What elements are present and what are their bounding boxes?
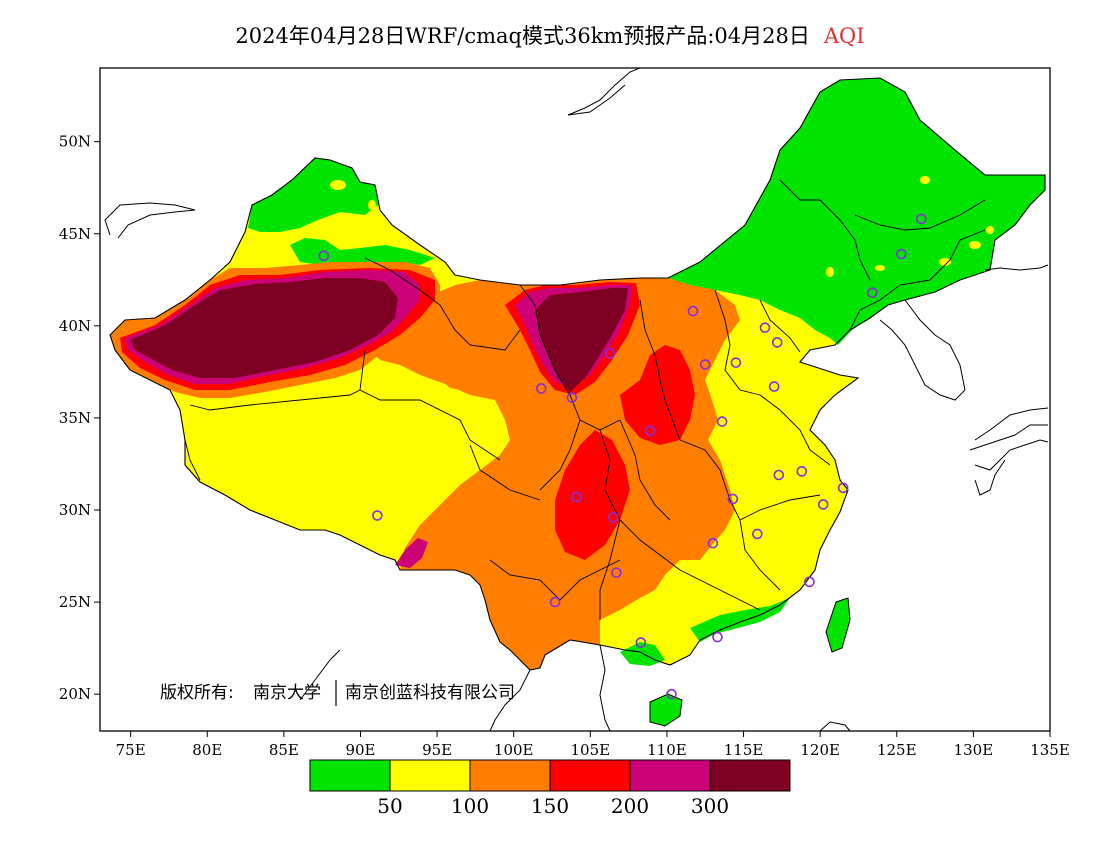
legend-label: 150	[531, 794, 569, 818]
station-marker	[727, 493, 739, 505]
legend-swatch	[629, 759, 711, 792]
station-marker	[699, 359, 711, 370]
map-frame	[99, 67, 1051, 732]
legend-swatch	[469, 759, 551, 792]
lon-tick-label: 90E	[345, 741, 375, 759]
aqi-zone-darkred-alxa	[535, 288, 628, 392]
monitoring-stations	[318, 213, 927, 700]
station-marker	[759, 322, 771, 333]
station-marker	[866, 287, 878, 298]
station-marker	[768, 381, 780, 392]
station-marker	[896, 248, 907, 260]
china-outline	[109, 77, 1046, 671]
station-marker	[730, 357, 742, 368]
aqi-zone-green-guangxi	[620, 642, 665, 666]
lon-tick-label: 110E	[647, 741, 687, 759]
latitude-axis: 20N 25N 30N 35N 40N 45N 50N	[59, 133, 100, 703]
station-marker	[707, 537, 719, 549]
copyright: 版权所有: 南京大学 南京创蓝科技有限公司	[160, 680, 515, 706]
lon-tick-label: 95E	[422, 741, 452, 759]
station-marker	[771, 337, 783, 348]
station-marker	[535, 383, 547, 394]
lon-tick-label: 100E	[494, 741, 534, 759]
lat-tick-label: 45N	[59, 225, 91, 243]
legend-label: 300	[691, 794, 729, 818]
lat-tick-label: 20N	[59, 685, 91, 703]
lon-tick-label: 120E	[800, 741, 840, 759]
lon-tick-label: 135E	[1030, 741, 1070, 759]
station-marker	[716, 416, 728, 427]
legend-swatch	[389, 759, 471, 792]
station-marker	[608, 512, 619, 523]
station-marker	[837, 482, 849, 494]
lon-tick-label: 115E	[724, 741, 764, 759]
lat-tick-label: 30N	[59, 501, 91, 519]
lat-tick-label: 35N	[59, 409, 91, 427]
legend-swatch	[709, 759, 791, 792]
aqi-zone-green-taiwan	[826, 598, 850, 652]
map-content	[110, 78, 1045, 726]
aqi-zone-green-hainan	[650, 694, 682, 726]
station-marker	[566, 392, 578, 403]
station-marker	[773, 469, 785, 481]
lat-tick-label: 25N	[59, 593, 91, 611]
station-marker	[571, 491, 582, 503]
legend-label: 50	[377, 794, 402, 818]
aqi-zone-green-northwest	[248, 158, 378, 232]
copyright-prefix: 版权所有:	[160, 683, 234, 703]
legend-swatch	[309, 759, 391, 792]
station-marker	[712, 631, 723, 643]
lon-tick-label: 105E	[571, 741, 611, 759]
copyright-org1: 南京大学	[253, 683, 321, 703]
aqi-zone-red-shanxi	[620, 345, 695, 445]
station-marker	[666, 688, 677, 700]
legend-swatch	[549, 759, 631, 792]
province-boundaries	[184, 179, 986, 620]
station-marker	[915, 213, 927, 225]
legend-label: 200	[611, 794, 649, 818]
station-marker	[817, 499, 829, 510]
aqi-legend: 50 100 150 200 300	[309, 759, 791, 818]
map-title: 2024年04月28日WRF/cmaq模式36km预报产品:04月28日 AQI	[0, 20, 1100, 50]
hainan-outline	[649, 693, 683, 727]
lon-tick-label: 80E	[192, 741, 222, 759]
aqi-zone-green-northeast	[668, 78, 1045, 345]
station-marker	[372, 510, 383, 521]
station-marker	[644, 425, 656, 437]
station-marker	[804, 576, 815, 588]
lon-tick-label: 130E	[954, 741, 994, 759]
lat-tick-label: 50N	[59, 133, 91, 151]
neighbor-coastlines	[104, 67, 1049, 732]
aqi-spots-yellow	[330, 176, 994, 277]
lon-tick-label: 75E	[116, 741, 146, 759]
aqi-zone-magenta-tibet	[395, 538, 428, 568]
aqi-zone-orange-qinghai	[425, 340, 505, 395]
station-marker	[752, 528, 763, 540]
station-marker	[687, 305, 699, 317]
station-marker	[604, 348, 616, 359]
title-text: 2024年04月28日WRF/cmaq模式36km预报产品:04月28日	[235, 24, 810, 48]
aqi-zone-green-guangdong	[690, 598, 790, 642]
legend-label: 100	[451, 794, 489, 818]
lat-tick-label: 40N	[59, 317, 91, 335]
aqi-zone-red-sichuan	[555, 430, 630, 560]
lon-tick-label: 85E	[269, 741, 299, 759]
station-marker	[611, 567, 622, 578]
copyright-org2: 南京创蓝科技有限公司	[345, 683, 515, 703]
station-marker	[635, 637, 647, 648]
taiwan-outline	[825, 597, 851, 653]
aqi-zone-darkred-taklamakan	[130, 278, 398, 378]
variable-name: AQI	[823, 24, 865, 48]
lon-tick-label: 125E	[877, 741, 917, 759]
station-marker	[318, 250, 330, 262]
longitude-axis: 75E 80E 85E 90E 95E 100E 105E 110E 115E 120E 125E 1…	[116, 731, 1070, 759]
station-marker	[796, 466, 808, 477]
station-marker	[549, 596, 561, 608]
